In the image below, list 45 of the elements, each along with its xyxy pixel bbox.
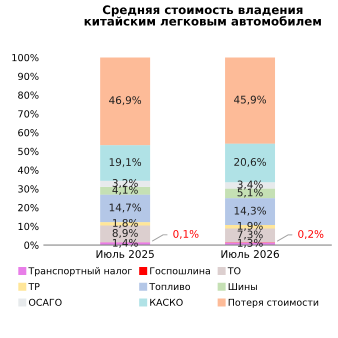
y-tick-label: 100% bbox=[12, 54, 39, 62]
data-label: 0,2% bbox=[298, 230, 324, 240]
data-label: 1,9% bbox=[238, 222, 263, 231]
x-tick-label: Июль 2025 bbox=[96, 250, 154, 258]
bar bbox=[225, 57, 276, 144]
y-tick-label: 80% bbox=[18, 91, 39, 99]
data-label: 7,3% bbox=[238, 230, 263, 240]
y-tick-label: 90% bbox=[18, 72, 39, 80]
legend-label: ОСАГО bbox=[28, 298, 62, 306]
data-label: 46,9% bbox=[109, 96, 142, 106]
data-label: 4,1% bbox=[112, 186, 138, 195]
legend-label: Госпошлина bbox=[150, 267, 210, 274]
legend-label: КАСКО bbox=[150, 298, 183, 306]
bar bbox=[100, 57, 150, 146]
data-label: 8,9% bbox=[112, 229, 138, 238]
y-tick-label: 30% bbox=[18, 185, 39, 193]
legend-label: ТР bbox=[28, 283, 40, 290]
y-tick-label: 0% bbox=[24, 242, 39, 249]
data-label: 14,3% bbox=[234, 206, 266, 216]
legend-label: Топливо bbox=[149, 283, 190, 290]
data-label: 1,4% bbox=[113, 238, 138, 248]
legend-label: Потеря стоимости bbox=[228, 298, 318, 308]
y-tick-label: 40% bbox=[18, 166, 39, 174]
data-label: 5,1% bbox=[238, 188, 263, 198]
data-label: 3,2% bbox=[112, 179, 138, 188]
data-label: 1,8% bbox=[113, 218, 138, 228]
y-tick-label: 50% bbox=[18, 148, 39, 156]
x-tick-label: Июль 2026 bbox=[221, 250, 279, 258]
legend-label: ТО bbox=[228, 267, 240, 274]
legend-label: Шины bbox=[228, 283, 257, 290]
data-label: 3,4% bbox=[238, 180, 263, 190]
y-tick-label: 10% bbox=[18, 222, 39, 230]
bar bbox=[225, 144, 276, 182]
data-label: 0,1% bbox=[173, 230, 198, 239]
data-label: 14,7% bbox=[110, 204, 142, 212]
bar bbox=[100, 145, 150, 181]
data-label: 20,6% bbox=[234, 158, 266, 167]
data-label: 19,1% bbox=[110, 158, 142, 168]
y-tick-label: 20% bbox=[18, 204, 39, 212]
data-label: 1,3% bbox=[238, 238, 263, 248]
chart-title: Средняя стоимость владения китайским легковым автомобилем bbox=[84, 5, 321, 26]
y-tick-label: 60% bbox=[18, 128, 39, 136]
y-tick-label: 70% bbox=[18, 110, 39, 118]
data-label: 45,9% bbox=[234, 96, 266, 105]
legend-label: Транспортный налог bbox=[28, 267, 132, 276]
